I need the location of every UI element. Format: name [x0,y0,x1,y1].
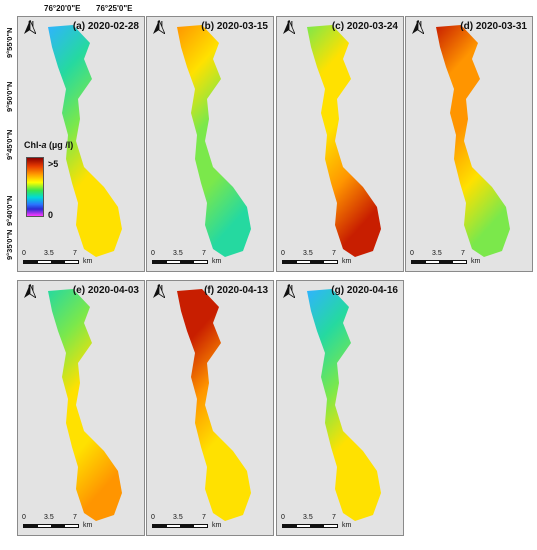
north-arrow-icon [412,20,424,34]
scale-unit: km [342,522,352,529]
north-arrow-icon [153,284,165,298]
map-panel: N (d) 2020-03-31 0 3.5 7 km [405,16,533,272]
lon-label-1: 76°20'0"E [44,4,81,13]
map-panel: N (f) 2020-04-13 0 3.5 7 km [146,280,274,536]
scale-tick: 0 [22,514,26,521]
legend-color-ramp [26,157,44,217]
lake-shape [436,25,510,257]
lake-map [48,289,122,521]
scale-bar-graphic [411,260,467,264]
lake-shape [48,25,122,257]
lake-shape [48,289,122,521]
panel-title: (e) 2020-04-03 [72,285,139,296]
lake-map [307,25,381,257]
scale-tick: 0 [410,250,414,257]
scale-tick: 3.5 [173,514,183,521]
lat-label-4: 9°40'0"N [5,195,14,226]
scale-tick: 3.5 [303,250,313,257]
north-arrow: N [153,284,167,298]
scale-bar-graphic [152,524,208,528]
north-arrow: N [412,20,426,34]
scale-bar-graphic [152,260,208,264]
panel-title: (f) 2020-04-13 [204,285,268,296]
panel-title: (c) 2020-03-24 [331,21,398,32]
lat-label-1: 9°55'0"N [5,27,14,58]
lat-label-2: 9°50'0"N [5,81,14,112]
lat-label-5: 9°35'0"N [5,229,14,260]
lake-map [48,25,122,257]
scale-tick: 7 [332,250,336,257]
scale-tick: 7 [461,250,465,257]
north-arrow-icon [24,284,36,298]
scale-tick: 3.5 [432,250,442,257]
scale-tick: 7 [202,514,206,521]
scale-bar-graphic [23,260,79,264]
scale-tick: 3.5 [303,514,313,521]
scale-tick: 0 [22,250,26,257]
lake-shape [307,25,381,257]
north-arrow-icon [283,20,295,34]
north-arrow: N [24,20,38,34]
chl-legend: Chl-a (µg /l) >5 0 [24,140,99,220]
lon-label-2: 76°25'0"E [96,4,133,13]
scale-bar: 0 3.5 7 km [410,250,480,268]
scale-tick: 0 [281,250,285,257]
scale-bar: 0 3.5 7 km [281,250,351,268]
map-panel: N (a) 2020-02-28 0 3.5 7 km [17,16,145,272]
map-panel: N (c) 2020-03-24 0 3.5 7 km [276,16,404,272]
panel-title: (g) 2020-04-16 [331,285,398,296]
lake-shape [177,25,251,257]
scale-tick: 7 [73,250,77,257]
lake-map [177,289,251,521]
map-panel: N (g) 2020-04-16 0 3.5 7 km [276,280,404,536]
panel-title: (a) 2020-02-28 [72,21,139,32]
north-arrow: N [283,20,297,34]
map-panel: N (e) 2020-04-03 0 3.5 7 km [17,280,145,536]
scale-bar: 0 3.5 7 km [22,514,92,532]
north-arrow-icon [24,20,36,34]
scale-bar-graphic [23,524,79,528]
scale-tick: 3.5 [44,250,54,257]
scale-tick: 0 [151,514,155,521]
lat-label-3: 9°45'0"N [5,129,14,160]
map-panel: N (b) 2020-03-15 0 3.5 7 km [146,16,274,272]
north-arrow: N [283,284,297,298]
legend-title: Chl-a (µg /l) [24,140,74,150]
north-arrow: N [153,20,167,34]
scale-bar-graphic [282,524,338,528]
scale-tick: 0 [151,250,155,257]
north-arrow-icon [283,284,295,298]
scale-unit: km [83,522,93,529]
scale-unit: km [212,258,222,265]
scale-tick: 7 [332,514,336,521]
lake-shape [177,289,251,521]
panel-title: (b) 2020-03-15 [201,21,268,32]
scale-unit: km [212,522,222,529]
scale-bar: 0 3.5 7 km [151,514,221,532]
lake-map [436,25,510,257]
scale-bar: 0 3.5 7 km [281,514,351,532]
lake-map [177,25,251,257]
scale-bar: 0 3.5 7 km [151,250,221,268]
scale-tick: 0 [281,514,285,521]
scale-unit: km [83,258,93,265]
scale-unit: km [342,258,352,265]
legend-max-label: >5 [48,159,59,169]
scale-tick: 7 [202,250,206,257]
legend-min-label: 0 [48,210,54,220]
scale-unit: km [471,258,481,265]
scale-tick: 3.5 [173,250,183,257]
north-arrow-icon [153,20,165,34]
north-arrow: N [24,284,38,298]
lake-map [307,289,381,521]
scale-tick: 3.5 [44,514,54,521]
panel-title: (d) 2020-03-31 [460,21,527,32]
lake-shape [307,289,381,521]
scale-bar-graphic [282,260,338,264]
scale-tick: 7 [73,514,77,521]
scale-bar: 0 3.5 7 km [22,250,92,268]
